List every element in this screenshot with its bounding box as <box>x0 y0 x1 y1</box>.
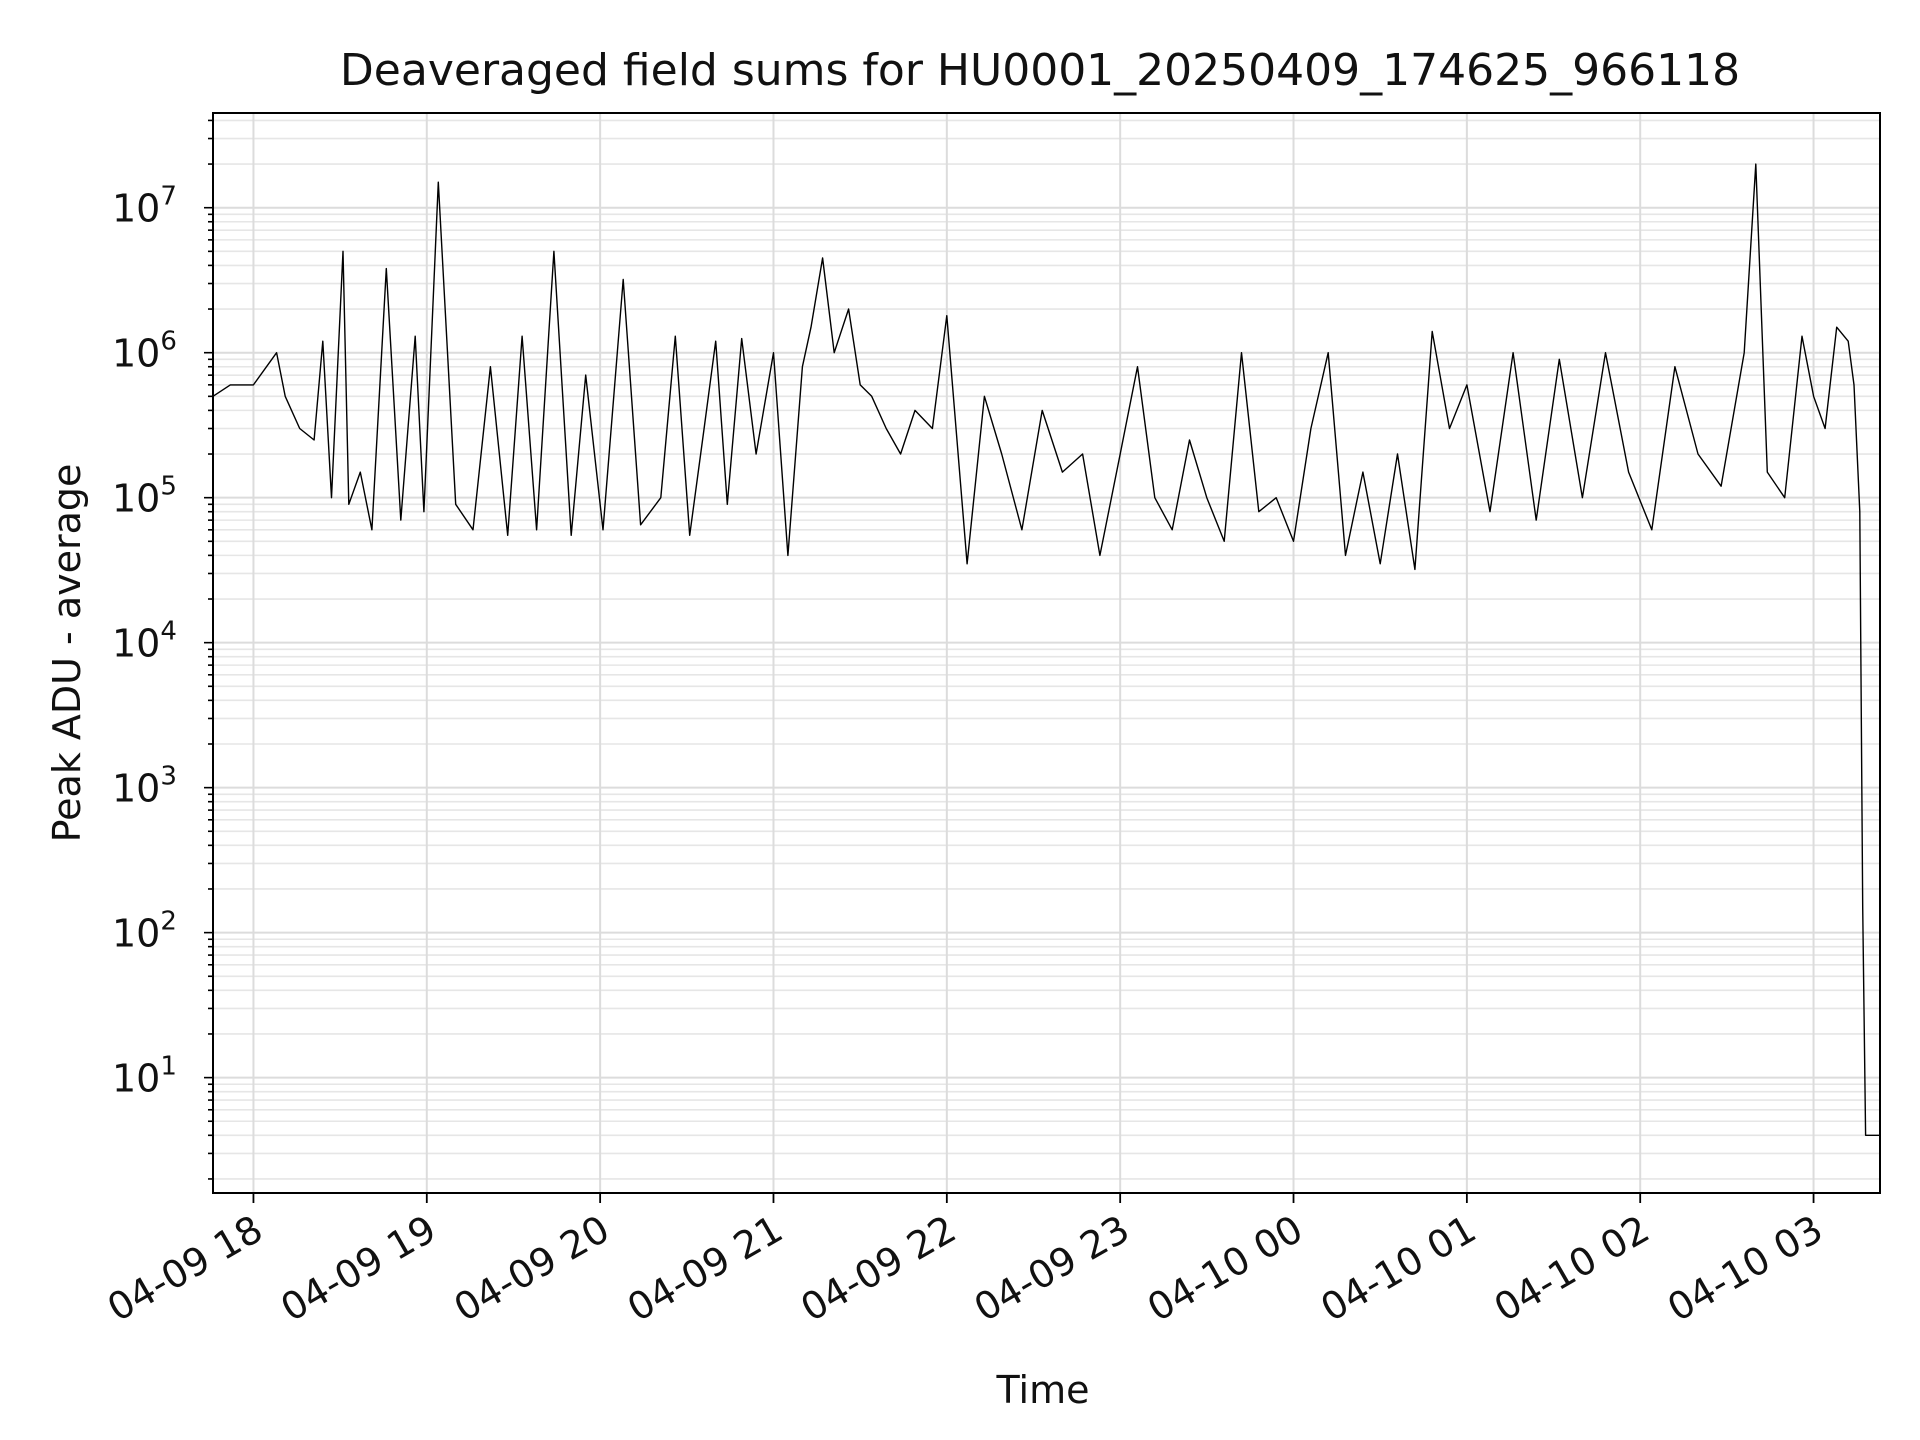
y-tick-label: 106 <box>112 327 177 376</box>
y-tick-label: 107 <box>112 182 177 231</box>
y-tick-label: 102 <box>112 907 177 956</box>
y-tick-label: 103 <box>112 762 177 811</box>
y-axis: 101 102 103 104 105 106 107 <box>112 119 213 1180</box>
y-tick-label: 105 <box>112 472 177 521</box>
series-line <box>212 163 1880 1137</box>
grid <box>213 113 1880 1193</box>
x-axis-label: Time <box>996 1368 1090 1412</box>
y-tick-label: 101 <box>112 1052 177 1101</box>
chart-title: Deaveraged field sums for HU0001_2025040… <box>340 45 1740 96</box>
y-axis-label: Peak ADU - average <box>45 464 89 843</box>
y-tick-label: 104 <box>112 617 177 666</box>
series-group <box>212 163 1880 1137</box>
plot-frame <box>212 112 1881 1194</box>
